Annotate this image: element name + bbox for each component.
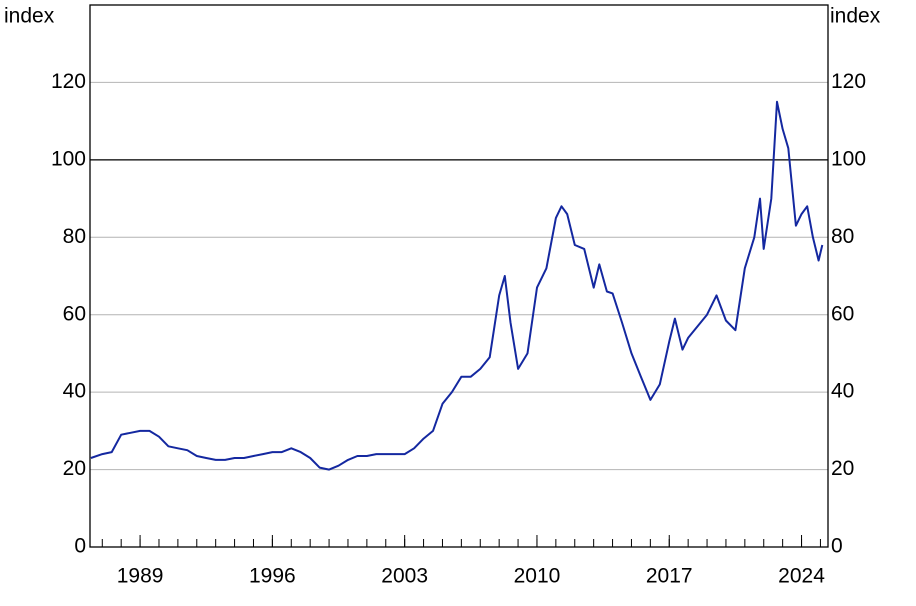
y2-axis-label: index (830, 5, 881, 28)
y-tick-label: 100 (51, 147, 86, 170)
y2-tick-label: 0 (831, 535, 843, 558)
x-tick-label: 2010 (514, 565, 561, 588)
y2-tick-label: 80 (831, 225, 854, 248)
y-axis-label: index (4, 5, 55, 28)
x-tick-label: 2024 (778, 565, 825, 588)
y2-tick-label: 120 (831, 70, 866, 93)
y-tick-label: 60 (63, 302, 86, 325)
y2-tick-label: 40 (831, 380, 854, 403)
y-tick-label: 20 (63, 457, 86, 480)
y-tick-label: 40 (63, 380, 86, 403)
x-tick-label: 1989 (117, 565, 164, 588)
x-tick-label: 1996 (249, 565, 296, 588)
y2-tick-label: 60 (831, 302, 854, 325)
x-tick-label: 2003 (381, 565, 428, 588)
y-tick-label: 0 (74, 535, 86, 558)
y2-tick-label: 100 (831, 147, 866, 170)
y2-tick-label: 20 (831, 457, 854, 480)
y-tick-label: 80 (63, 225, 86, 248)
plot-frame (89, 4, 829, 548)
y-tick-label: 120 (51, 70, 86, 93)
line-series (90, 100, 824, 471)
x-tick-label: 2017 (646, 565, 693, 588)
